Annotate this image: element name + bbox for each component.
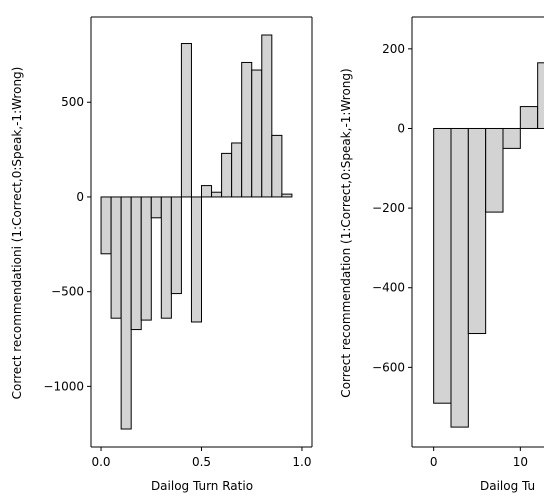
chart-left-ytick-label-1: −500 — [51, 285, 84, 299]
chart-right-bar-3 — [485, 127, 504, 213]
chart-left-bar-6 — [160, 196, 172, 319]
chart-left-bar-16 — [261, 34, 273, 198]
chart-left-bar-2 — [120, 196, 132, 430]
chart-left-bar-9 — [190, 196, 202, 323]
chart-right-bar-2 — [467, 127, 487, 335]
chart-right-ytick-label-1: −400 — [372, 281, 405, 295]
chart-left-ytick-label-3: 500 — [61, 95, 84, 109]
chart-left-axes-frame — [90, 16, 313, 448]
chart-right-xlabel: Dailog Tu — [480, 479, 535, 493]
chart-left-bar-18 — [281, 193, 293, 198]
chart-left-bar-17 — [271, 134, 283, 198]
chart-right-ytick-label-4: 200 — [382, 42, 405, 56]
chart-left-xtick-label-1: 0.5 — [192, 455, 211, 469]
chart-left-bar-1 — [110, 196, 122, 319]
chart-left: Correct recommendationi (1:Correct,0:Spe… — [10, 16, 313, 493]
chart-right-bar-4 — [502, 127, 521, 149]
chart-left-bar-3 — [130, 196, 142, 331]
chart-right-ylabel: Correct recommendation (1:Correct,0:Spea… — [339, 68, 353, 397]
chart-left-bar-13 — [231, 142, 243, 198]
chart-left-ytick-label-0: −1000 — [43, 379, 84, 393]
chart-left-xtick-label-2: 1.0 — [292, 455, 311, 469]
chart-left-ytick-label-2: 0 — [76, 190, 84, 204]
chart-left-bar-0 — [100, 196, 112, 255]
chart-right-xtick-label-0: 0 — [430, 455, 438, 469]
chart-right: Correct recommendation (1:Correct,0:Spea… — [339, 16, 544, 493]
chart-left-bar-10 — [201, 185, 213, 198]
chart-right-bar-1 — [450, 127, 469, 428]
chart-left-bar-4 — [140, 196, 152, 321]
chart-right-ytick-label-0: −600 — [372, 360, 405, 374]
chart-left-bar-11 — [211, 191, 223, 198]
chart-left-bar-14 — [241, 61, 253, 198]
chart-left-bar-8 — [180, 43, 192, 198]
chart-left-bar-15 — [251, 69, 263, 198]
chart-right-bar-0 — [433, 127, 452, 404]
chart-right-bar-5 — [519, 106, 539, 129]
chart-right-xtick-label-1: 10 — [513, 455, 528, 469]
chart-left-bar-5 — [150, 196, 162, 219]
chart-left-xlabel: Dailog Turn Ratio — [151, 479, 253, 493]
chart-right-ytick-label-2: −200 — [372, 201, 405, 215]
chart-left-bar-7 — [170, 196, 182, 295]
chart-left-bar-12 — [221, 152, 233, 198]
chart-right-ytick-label-3: 0 — [397, 121, 405, 135]
chart-left-ylabel: Correct recommendationi (1:Correct,0:Spe… — [10, 67, 24, 400]
chart-left-xtick-label-0: 0.0 — [91, 455, 110, 469]
chart-right-bar-6 — [537, 62, 544, 129]
